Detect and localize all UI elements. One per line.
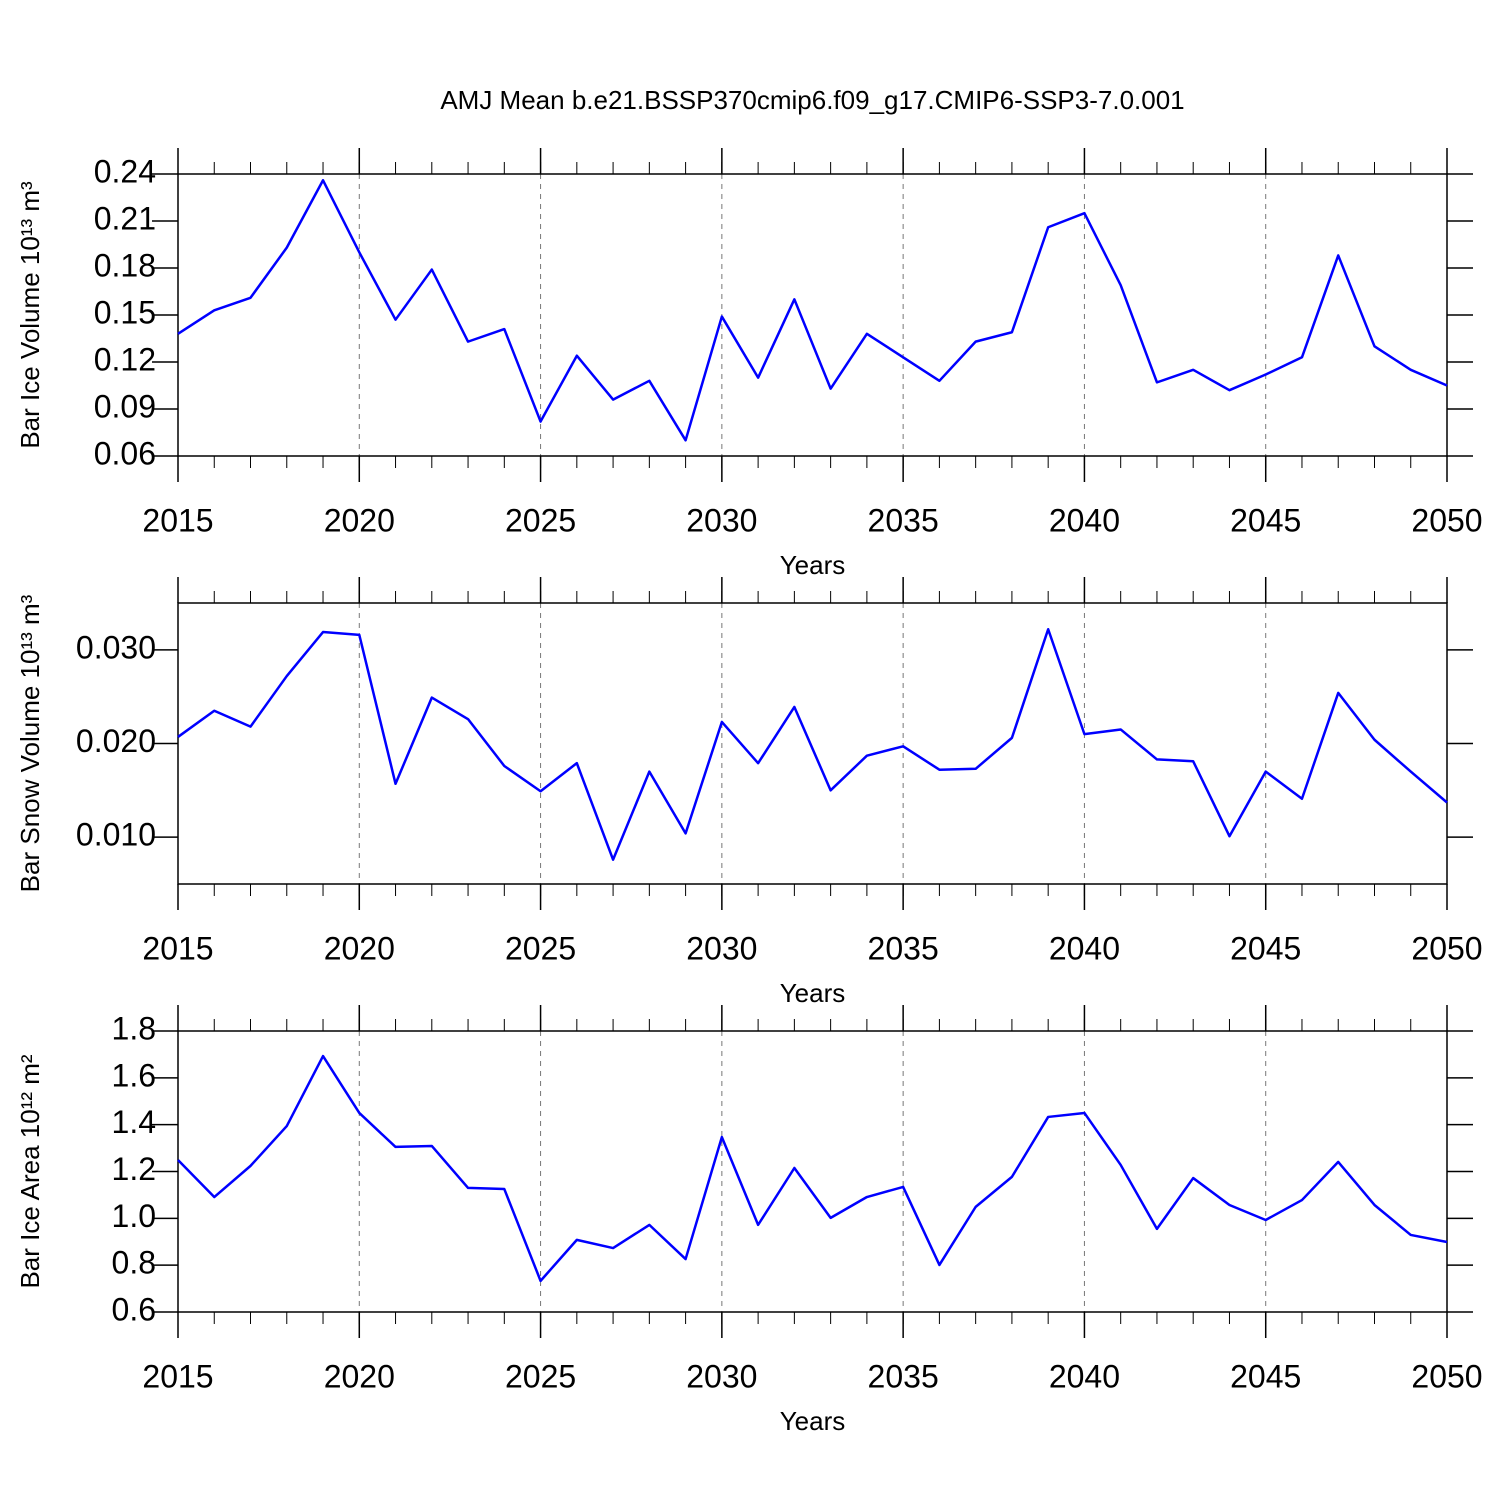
- y-tick-label: 0.8: [112, 1245, 156, 1281]
- y-tick-label: 0.020: [76, 723, 156, 759]
- y-axis-label: Bar Snow Volume 10¹³ m³: [15, 594, 45, 892]
- y-tick-label: 1.2: [112, 1151, 156, 1187]
- chart-title: AMJ Mean b.e21.BSSP370cmip6.f09_g17.CMIP…: [440, 85, 1184, 115]
- y-tick-label: 0.12: [94, 341, 156, 377]
- y-tick-label: 1.6: [112, 1057, 156, 1093]
- y-tick-label: 0.21: [94, 200, 156, 236]
- y-tick-label: 0.6: [112, 1291, 156, 1327]
- x-tick-label: 2015: [142, 502, 213, 538]
- x-tick-label: 2040: [1049, 1358, 1120, 1394]
- y-tick-label: 0.18: [94, 247, 156, 283]
- x-tick-label: 2025: [505, 1358, 576, 1394]
- x-axis-label: Years: [780, 1406, 846, 1436]
- x-tick-label: 2050: [1411, 502, 1482, 538]
- y-tick-label: 1.0: [112, 1198, 156, 1234]
- x-tick-label: 2035: [868, 1358, 939, 1394]
- x-tick-label: 2050: [1411, 930, 1482, 966]
- x-tick-label: 2025: [505, 502, 576, 538]
- y-tick-label: 1.8: [112, 1010, 156, 1046]
- data-line: [177, 179, 1448, 442]
- plot-frame: [177, 1030, 1448, 1313]
- plot-frame: [177, 173, 1448, 457]
- x-tick-label: 2030: [686, 1358, 757, 1394]
- y-axis-label: Bar Ice Area 10¹² m²: [15, 1054, 45, 1288]
- y-tick-label: 0.09: [94, 388, 156, 424]
- plot-frame: [177, 602, 1448, 885]
- x-tick-label: 2030: [686, 502, 757, 538]
- y-tick-label: 1.4: [112, 1104, 156, 1140]
- x-axis-label: Years: [780, 550, 846, 580]
- x-tick-label: 2015: [142, 930, 213, 966]
- y-tick-label: 0.15: [94, 294, 156, 330]
- y-tick-label: 0.24: [94, 153, 156, 189]
- x-tick-label: 2020: [324, 930, 395, 966]
- x-tick-label: 2035: [868, 502, 939, 538]
- x-tick-label: 2020: [324, 1358, 395, 1394]
- x-axis-label: Years: [780, 978, 846, 1008]
- data-line: [177, 1054, 1448, 1283]
- y-axis-label: Bar Ice Volume 10¹³ m³: [15, 181, 45, 449]
- x-tick-label: 2045: [1230, 502, 1301, 538]
- x-tick-label: 2040: [1049, 502, 1120, 538]
- x-tick-label: 2030: [686, 930, 757, 966]
- y-tick-label: 0.010: [76, 817, 156, 853]
- x-tick-label: 2050: [1411, 1358, 1482, 1394]
- y-tick-label: 0.06: [94, 435, 156, 471]
- x-tick-label: 2040: [1049, 930, 1120, 966]
- x-tick-label: 2045: [1230, 930, 1301, 966]
- data-line: [177, 627, 1448, 861]
- x-tick-label: 2025: [505, 930, 576, 966]
- x-tick-label: 2045: [1230, 1358, 1301, 1394]
- x-tick-label: 2015: [142, 1358, 213, 1394]
- x-tick-label: 2035: [868, 930, 939, 966]
- x-tick-label: 2020: [324, 502, 395, 538]
- y-tick-label: 0.030: [76, 629, 156, 665]
